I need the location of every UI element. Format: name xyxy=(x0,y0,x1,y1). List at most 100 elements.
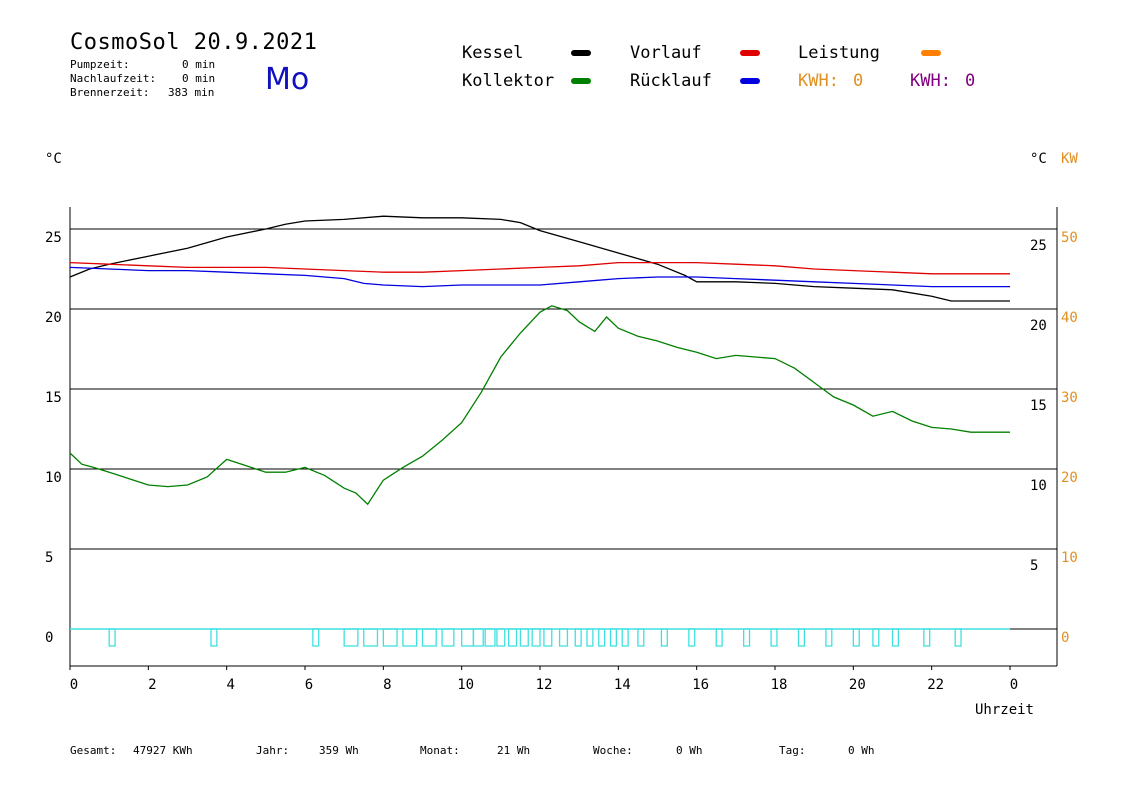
legend-vorlauf-swatch xyxy=(740,50,760,56)
x-tick-label: 10 xyxy=(457,677,474,693)
y-left-tick-label: 15 xyxy=(45,390,62,406)
pump-pulse xyxy=(637,628,645,647)
kw-tick-label: 10 xyxy=(1061,550,1078,566)
pump-pulse xyxy=(715,628,723,647)
pump-pulse xyxy=(586,628,594,647)
pump-pulse xyxy=(363,628,379,647)
footer-tag-label: Tag: xyxy=(779,744,806,757)
legend-kessel-label: Kessel xyxy=(462,43,524,63)
kw-tick-label: 0 xyxy=(1061,630,1069,646)
weekday-label: Mo xyxy=(265,62,310,97)
y-right-tick-label: 15 xyxy=(1030,398,1047,414)
pump-pulse xyxy=(402,628,418,647)
footer-gesamt-label: Gesamt: xyxy=(70,744,117,757)
x-axis-label: Uhrzeit xyxy=(975,702,1034,718)
x-tick-label: 14 xyxy=(614,677,631,693)
legend-ruecklauf-label: Rücklauf xyxy=(630,71,712,91)
x-tick-label: 16 xyxy=(692,677,709,693)
pump-pulse xyxy=(519,628,529,647)
pump-pulse xyxy=(598,628,606,647)
y-left-unit-label: °C xyxy=(45,151,62,167)
kw-tick-label: 50 xyxy=(1061,230,1078,246)
x-tick-label: 4 xyxy=(226,677,234,693)
y-left-tick-label: 20 xyxy=(45,310,62,326)
pump-pulse xyxy=(558,628,569,647)
pump-pulse xyxy=(210,628,218,647)
legend-kwh2-value: 0 xyxy=(965,71,976,91)
series-line-ruecklauf xyxy=(69,266,1010,288)
footer-jahr-value: 359 Wh xyxy=(319,744,359,757)
pump-pulse xyxy=(461,628,475,647)
legend-kessel-swatch xyxy=(571,50,591,56)
pumpzeit-label: Pumpzeit: xyxy=(70,58,130,71)
pump-pulse xyxy=(852,628,860,647)
series-line-kessel xyxy=(69,215,1010,302)
footer-jahr-label: Jahr: xyxy=(256,744,290,757)
nachlaufzeit-label: Nachlaufzeit: xyxy=(70,72,157,85)
legend-kwh1-label: KWH: xyxy=(798,71,839,91)
kw-tick-label: 20 xyxy=(1061,470,1078,486)
kw-tick-label: 40 xyxy=(1061,310,1078,326)
pump-pulse xyxy=(543,628,553,647)
kw-unit-label: KW xyxy=(1061,151,1078,167)
series-line-kollektor xyxy=(69,305,1010,506)
pump-pulse xyxy=(312,628,320,647)
pump-pulse xyxy=(441,628,455,647)
x-tick-label: 22 xyxy=(927,677,944,693)
pump-pulse xyxy=(508,628,518,647)
pump-pulse xyxy=(825,628,833,647)
x-tick-label: 12 xyxy=(536,677,553,693)
pump-pulse xyxy=(531,628,541,647)
kw-tick-label: 30 xyxy=(1061,390,1078,406)
pump-pulse xyxy=(872,628,880,647)
pump-pulse xyxy=(688,628,696,647)
nachlaufzeit-value: 0 min xyxy=(182,72,216,85)
pump-pulse xyxy=(574,628,582,647)
pump-pulse xyxy=(954,628,962,647)
y-right-tick-label: 5 xyxy=(1030,558,1038,574)
y-right-tick-label: 20 xyxy=(1030,318,1047,334)
x-tick-label: 20 xyxy=(849,677,866,693)
y-right-unit-label: °C xyxy=(1030,151,1047,167)
x-tick-label: 8 xyxy=(383,677,391,693)
pump-pulse xyxy=(609,628,618,647)
legend-kwh2-label: KWH: xyxy=(910,71,951,91)
pump-pulse xyxy=(472,628,484,647)
y-left-tick-label: 5 xyxy=(45,550,53,566)
y-right-tick-label: 10 xyxy=(1030,478,1047,494)
brennerzeit-value: 383 min xyxy=(168,86,215,99)
y-left-tick-label: 10 xyxy=(45,470,62,486)
footer-gesamt-value: 47927 KWh xyxy=(133,744,193,757)
pump-pulse xyxy=(891,628,900,647)
legend-vorlauf-label: Vorlauf xyxy=(630,43,702,63)
footer-woche-value: 0 Wh xyxy=(676,744,703,757)
pump-pulse xyxy=(343,628,359,647)
pump-pulse xyxy=(797,628,806,647)
pumpzeit-value: 0 min xyxy=(182,58,216,71)
x-tick-label: 2 xyxy=(148,677,156,693)
pump-pulse xyxy=(496,628,506,647)
footer-tag-value: 0 Wh xyxy=(848,744,875,757)
pump-pulse xyxy=(621,628,629,647)
x-tick-label: 0 xyxy=(1010,677,1018,693)
x-tick-label: 6 xyxy=(305,677,313,693)
pump-pulse xyxy=(382,628,398,647)
pump-pulse xyxy=(108,628,116,647)
footer-monat-label: Monat: xyxy=(420,744,460,757)
pump-pulse xyxy=(743,628,751,647)
footer-monat-value: 21 Wh xyxy=(497,744,531,757)
pump-pulse xyxy=(923,628,931,647)
x-tick-label: 0 xyxy=(70,677,78,693)
legend-kwh1-value: 0 xyxy=(853,71,864,91)
y-right-tick-label: 25 xyxy=(1030,238,1047,254)
legend-leistung-label: Leistung xyxy=(798,43,880,63)
x-tick-label: 18 xyxy=(771,677,788,693)
y-left-tick-label: 25 xyxy=(45,230,62,246)
app-title: CosmoSol 20.9.2021 xyxy=(70,30,318,55)
series-line-vorlauf xyxy=(69,261,1010,275)
legend-kollektor-label: Kollektor xyxy=(462,71,555,91)
footer-woche-label: Woche: xyxy=(593,744,633,757)
brennerzeit-label: Brennerzeit: xyxy=(70,86,150,99)
pump-pulse xyxy=(484,628,496,647)
